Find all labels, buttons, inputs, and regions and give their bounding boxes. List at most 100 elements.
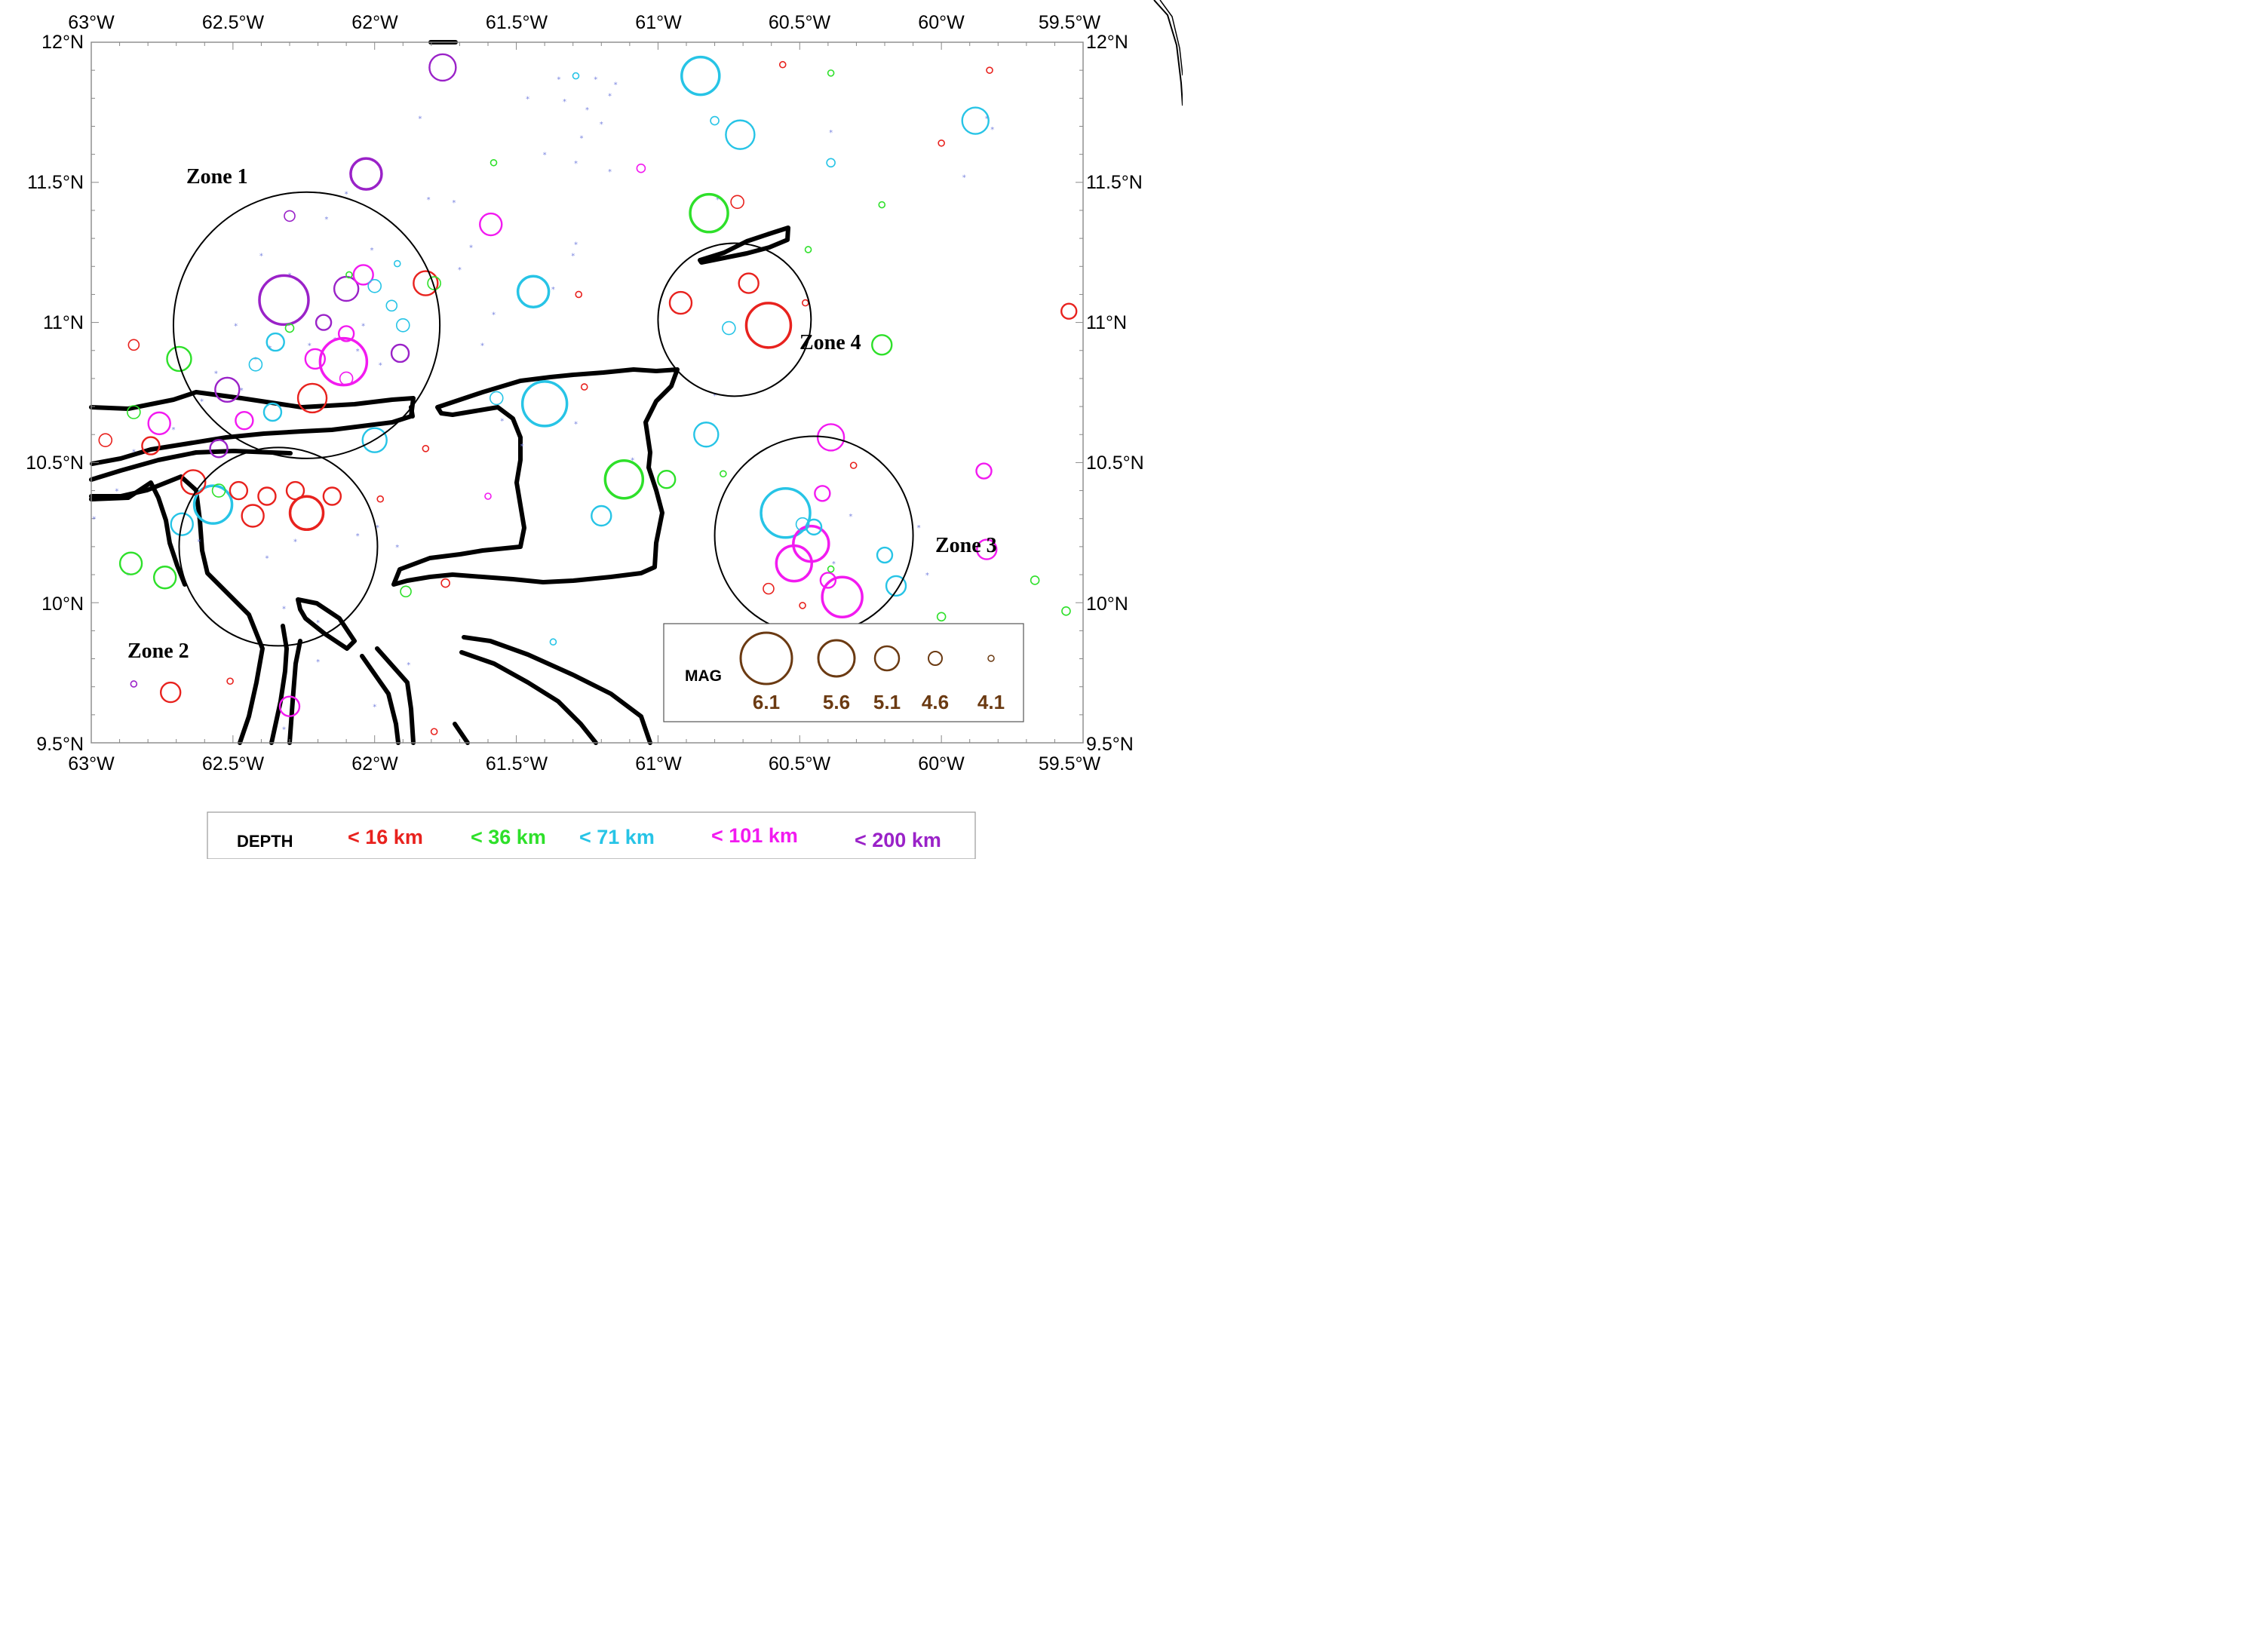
lat-label-right: 12°N: [1086, 32, 1128, 53]
magnitude-legend-title: MAG: [685, 667, 722, 685]
lon-label-bottom: 60.5°W: [769, 753, 831, 774]
small-event-star: *: [379, 361, 382, 370]
small-event-star: *: [571, 252, 575, 260]
earthquake-event: [976, 538, 998, 560]
earthquake-event: [816, 423, 846, 452]
small-event-star: *: [608, 93, 612, 101]
earthquake-event: [720, 470, 727, 478]
lat-label-left: 11.5°N: [27, 172, 84, 193]
small-event-star: *: [197, 538, 201, 546]
coastlines: [89, 40, 790, 745]
earthquake-event: [262, 402, 283, 422]
earthquake-event: [265, 332, 285, 352]
small-event-star: *: [376, 524, 379, 532]
small-event-star: *: [356, 532, 360, 541]
earthquake-event: [422, 445, 430, 452]
small-event-star: *: [132, 449, 136, 457]
orinoco-channel-a: [269, 624, 289, 745]
small-event-star: *: [282, 725, 286, 734]
mag-legend-value: 6.1: [753, 691, 780, 713]
mag-legend-value: 4.6: [922, 691, 949, 713]
small-event-star: *: [361, 322, 365, 330]
small-event-star: *: [585, 106, 589, 115]
small-event-star: *: [214, 370, 218, 378]
zone-circle: [178, 446, 379, 647]
earthquake-event: [367, 278, 382, 293]
earthquake-event: [657, 469, 677, 489]
earthquake-event: [775, 544, 814, 583]
earthquake-event: [826, 158, 836, 168]
mag-legend-value: 5.6: [823, 691, 850, 713]
small-event-star: *: [92, 516, 96, 524]
earthquake-event: [961, 106, 990, 135]
earthquake-event: [296, 382, 328, 414]
lat-label-left: 9.5°N: [36, 734, 84, 755]
small-event-star: *: [543, 152, 547, 160]
small-event-star: *: [608, 168, 612, 176]
lat-label-left: 11°N: [43, 312, 84, 333]
zone-circle: [172, 191, 441, 459]
earthquake-event: [819, 572, 837, 589]
earthquake-event: [147, 411, 171, 436]
earthquake-event: [152, 566, 177, 590]
small-event-star: *: [574, 241, 578, 250]
depth-legend-item: < 200 km: [855, 829, 941, 851]
lat-labels-right: 12°N 11.5°N 11°N 10.5°N 10°N 9.5°N: [1086, 32, 1144, 755]
small-event-star: *: [234, 322, 238, 330]
earthquake-event: [127, 339, 140, 351]
earthquake-event: [549, 638, 557, 646]
earthquake-event: [166, 345, 192, 373]
small-event-star: *: [832, 560, 836, 569]
small-event-star: *: [418, 115, 422, 123]
earthquake-event: [427, 276, 441, 290]
earthquake-event: [141, 436, 161, 455]
lat-label-right: 9.5°N: [1086, 734, 1134, 755]
earthquake-event: [878, 201, 886, 209]
small-event-star: *: [849, 513, 852, 521]
lat-label-right: 11°N: [1086, 312, 1127, 333]
earthquake-event: [248, 357, 263, 372]
earthquake-event: [284, 210, 296, 222]
mag-legend-circle-4-1: [987, 655, 995, 662]
earthquake-event: [516, 274, 551, 308]
lat-label-left: 10°N: [41, 593, 84, 615]
earthquake-event: [871, 334, 893, 356]
lon-label-bottom: 61.5°W: [486, 753, 548, 774]
small-event-star: *: [985, 115, 989, 123]
earthquake-event: [827, 69, 835, 77]
small-event-star: *: [370, 247, 373, 255]
map-frame: [91, 41, 1084, 744]
orinoco-channel-c: [375, 646, 416, 745]
earthquake-event: [337, 325, 355, 342]
mag-legend-value: 5.1: [873, 691, 901, 713]
earthquake-event: [575, 290, 583, 299]
earthquake-event: [710, 115, 720, 126]
orinoco-channel-d: [360, 654, 401, 745]
page-curl-decoration-inner: [1159, 0, 1183, 76]
earthquake-event: [975, 462, 993, 480]
small-event-star: *: [427, 196, 431, 204]
lon-label-top: 60°W: [918, 12, 965, 33]
small-event-star: *: [557, 75, 560, 84]
earthquake-event: [799, 602, 806, 609]
earthquake-event: [315, 314, 333, 331]
small-event-star: *: [600, 121, 603, 129]
small-event-star: *: [458, 266, 462, 274]
lon-label-bottom: 63°W: [68, 753, 115, 774]
earthquake-event: [345, 271, 353, 279]
small-event-star: *: [579, 134, 583, 143]
earthquake-event: [413, 270, 439, 296]
small-event-star: *: [356, 348, 360, 356]
page-curl-decoration: [1153, 0, 1183, 106]
small-event-star: *: [716, 196, 720, 204]
earthquake-event: [257, 486, 277, 506]
orinoco-delta-east: [462, 635, 652, 745]
earthquake-event: [885, 575, 907, 597]
lon-label-top: 61.5°W: [486, 12, 548, 33]
earthquake-event: [278, 695, 301, 717]
lon-labels-bottom: 63°W 62.5°W 62°W 61.5°W 61°W 60.5°W 60°W…: [68, 753, 1100, 774]
small-event-star: *: [240, 387, 244, 395]
small-event-star: *: [563, 98, 566, 106]
earthquake-event: [192, 484, 234, 525]
zone-circle: [657, 242, 812, 397]
